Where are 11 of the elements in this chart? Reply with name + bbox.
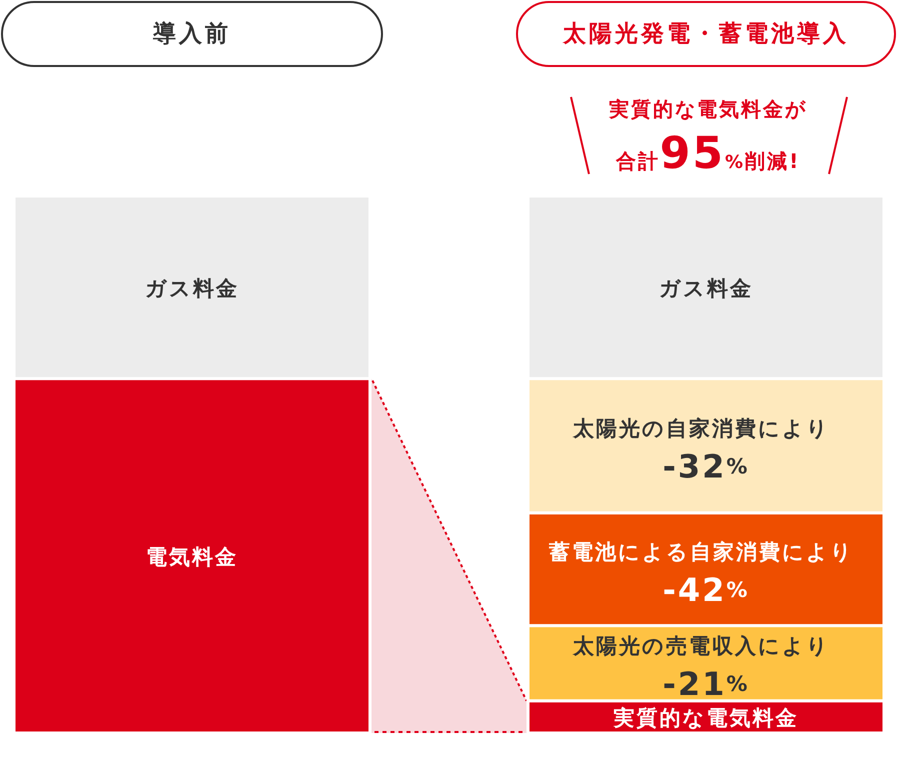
x-tick-label: 太陽光発電・蓄電池導入 [562,21,849,47]
text: ガス料金 [659,276,753,300]
series-label: 電気料金 [146,544,238,569]
series-label: 太陽光の自家消費により -32% [572,416,840,486]
x-tick-label: 導入前 [152,21,231,47]
series-label: 実質的な電気料金 [612,706,798,730]
text: 合計95%削減! [614,128,800,179]
series-label: 太陽光の売電収入により -21% [572,634,840,704]
series-label: 蓄電池による自家消費により -42% [548,540,864,610]
text: 実質的な電気料金が [608,97,807,121]
series-label: ガス料金 [145,276,239,300]
